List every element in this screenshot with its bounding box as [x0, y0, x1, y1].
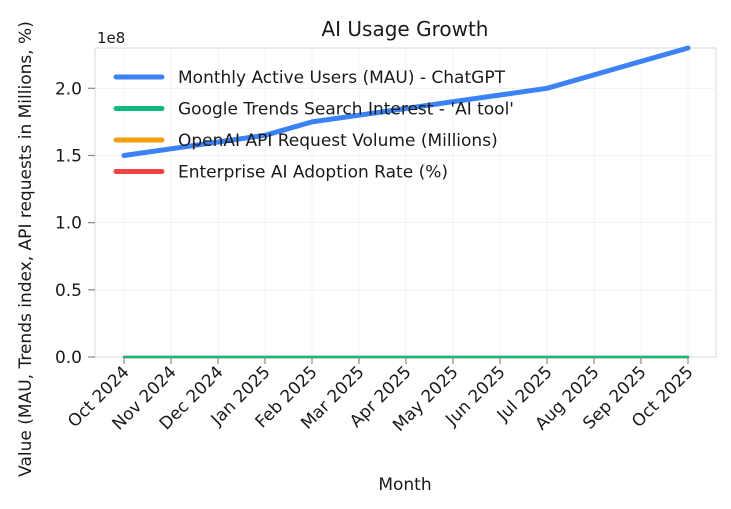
grid-lines	[95, 48, 716, 358]
legend-label: Enterprise AI Adoption Rate (%)	[178, 163, 448, 183]
y-tick-label: 1.5	[55, 146, 82, 166]
y-tick-label: 2.0	[55, 79, 82, 99]
y-tick-label: 0.0	[55, 348, 82, 368]
y-tick-label: 1.0	[55, 214, 82, 234]
legend-label: Google Trends Search Interest - 'AI tool…	[178, 100, 514, 120]
plot-area	[94, 47, 717, 358]
legend: Monthly Active Users (MAU) - ChatGPT Goog…	[113, 68, 514, 183]
y-axis-label: Value (MAU, Trends index, API requests i…	[16, 21, 36, 477]
y-tick-label: 0.5	[55, 281, 82, 301]
legend-label: Monthly Active Users (MAU) - ChatGPT	[178, 68, 506, 88]
x-axis-label: Month	[378, 475, 431, 495]
chart-title: AI Usage Growth	[321, 17, 488, 41]
y-axis: 0.0 0.5 1.0 1.5 2.0	[55, 79, 95, 368]
legend-label: OpenAI API Request Volume (Millions)	[178, 131, 498, 151]
y-offset-label: 1e8	[97, 29, 125, 47]
series-line	[121, 45, 691, 158]
